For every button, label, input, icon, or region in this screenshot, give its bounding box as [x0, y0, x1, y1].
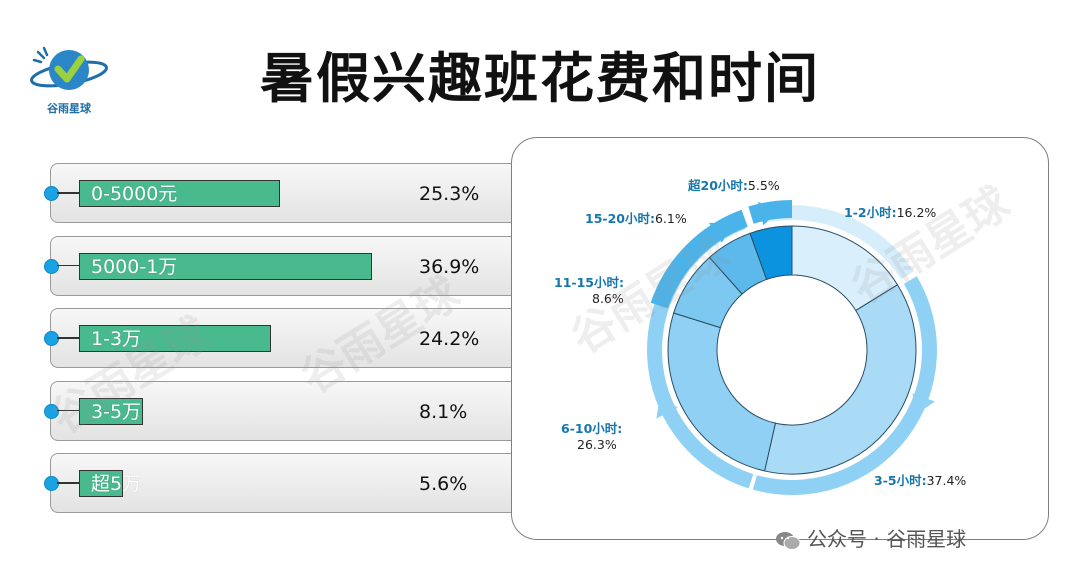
bar-value-label: 24.2%	[419, 328, 480, 350]
donut-label: 超20小时:5.5%	[687, 178, 780, 193]
bar	[79, 397, 144, 425]
bar-category-label: 超5万	[91, 473, 142, 495]
bar-value-label: 8.1%	[419, 400, 468, 423]
connector-line	[57, 409, 79, 411]
logo-text: 谷雨星球	[47, 102, 91, 115]
connector-line	[57, 482, 79, 484]
brand-logo: 谷雨星球	[26, 44, 112, 116]
bar	[79, 180, 280, 207]
donut-segment	[667, 312, 777, 472]
bullet-dot	[44, 258, 59, 274]
footer: 公众号 · 谷雨星球	[775, 523, 966, 552]
ring-arrow	[708, 222, 732, 243]
bullet-dot	[44, 331, 59, 346]
connector-line	[57, 337, 79, 339]
bar-category-label: 1-3万	[91, 328, 142, 350]
page-title: 暑假兴趣班花费和时间	[260, 47, 820, 110]
wechat-icon	[776, 531, 801, 550]
outer-arc	[752, 276, 937, 495]
donut-label: 1-2小时:16.2%	[844, 205, 936, 220]
time-donut-card: 1-2小时:16.2% 3-5小时:37.4% 6-10小时: 26.3% 11-15小…	[511, 137, 1049, 540]
bullet-dot	[44, 403, 59, 419]
donut-segment	[763, 284, 917, 475]
bar-value-label: 36.9%	[419, 255, 480, 278]
ring-arrow	[912, 393, 935, 415]
donut-label: 11-15小时: 8.6%	[554, 275, 624, 306]
ring-arrow	[656, 396, 678, 419]
time-donut-chart: 1-2小时:16.2% 3-5小时:37.4% 6-10小时: 26.3% 11-15小…	[554, 178, 966, 495]
donut-label: 3-5小时:37.4%	[874, 473, 966, 488]
ring-arrow	[758, 201, 779, 226]
bar-category-label: 5000-1万	[91, 255, 178, 278]
planet-checkmark-icon	[30, 46, 108, 90]
bullet-dot	[44, 186, 59, 201]
donut-label: 15-20小时:6.1%	[585, 211, 687, 226]
bar-category-label: 0-5000元	[91, 183, 178, 205]
bullet-dot	[44, 476, 59, 491]
donut-label: 6-10小时: 26.3%	[561, 421, 622, 452]
bar-value-label: 25.3%	[419, 183, 480, 205]
donut-segment	[749, 225, 793, 281]
bar-category-label: 3-5万	[91, 400, 142, 423]
connector-line	[57, 192, 79, 194]
footer-text: 公众号 · 谷雨星球	[807, 527, 967, 551]
bar	[79, 252, 372, 280]
bar	[79, 325, 272, 352]
connector-line	[57, 264, 79, 266]
bar-value-label: 5.6%	[419, 473, 468, 495]
bar	[79, 470, 124, 497]
